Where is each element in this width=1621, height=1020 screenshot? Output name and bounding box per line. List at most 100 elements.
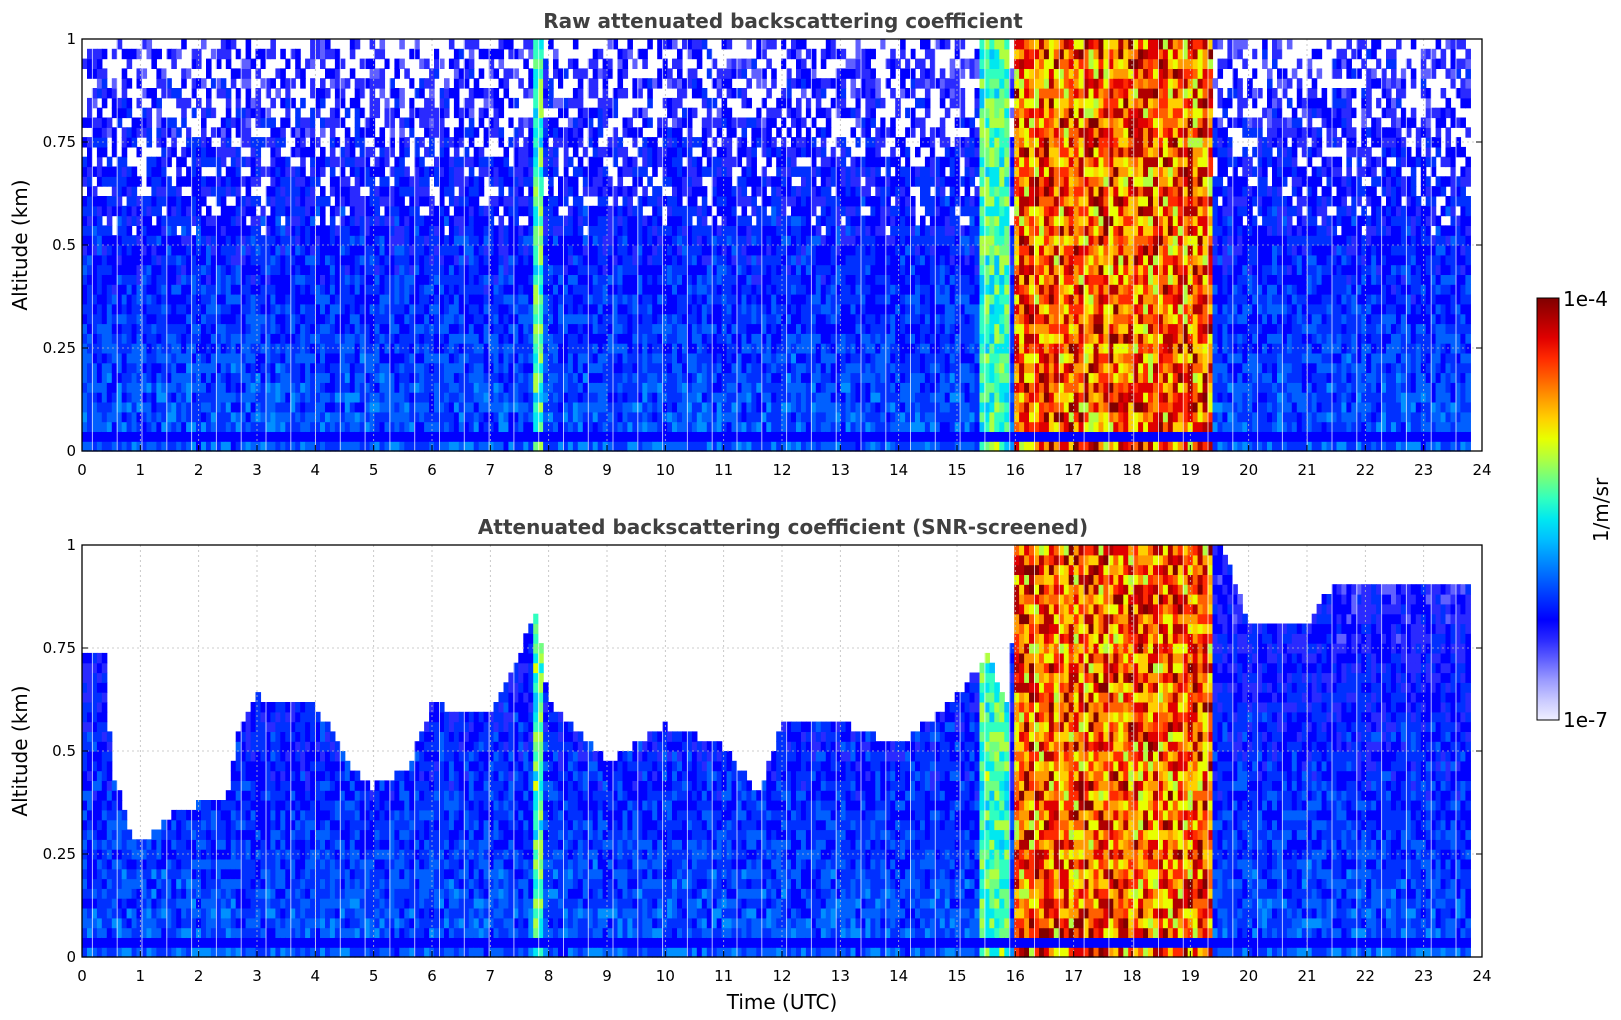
heatmap-cell: [354, 39, 361, 50]
heatmap-cell: [617, 431, 624, 442]
heatmap-cell: [196, 146, 202, 158]
heatmap-cell: [136, 68, 143, 79]
heatmap-cell: [677, 274, 683, 285]
heatmap-cell: [374, 156, 381, 168]
heatmap-cell: [637, 441, 643, 452]
heatmap-cell: [538, 225, 544, 236]
heatmap-cell: [434, 245, 440, 256]
heatmap-cell: [225, 97, 232, 109]
heatmap-cell: [300, 264, 306, 276]
heatmap-cell: [369, 58, 376, 70]
heatmap-cell: [275, 166, 281, 177]
heatmap-cell: [419, 78, 425, 89]
heatmap-cell: [245, 176, 252, 187]
heatmap-cell: [245, 245, 252, 256]
heatmap-cell: [424, 78, 430, 89]
heatmap-cell: [285, 225, 291, 236]
heatmap-cell: [419, 117, 425, 128]
heatmap-cell: [439, 441, 445, 452]
heatmap-cell: [329, 146, 336, 158]
heatmap-cell: [612, 343, 619, 354]
heatmap-cell: [325, 264, 331, 276]
heatmap-cell: [701, 88, 708, 99]
heatmap-cell: [96, 166, 103, 177]
heatmap-cell: [379, 196, 386, 207]
heatmap-cell: [245, 68, 252, 79]
heatmap-cell: [478, 411, 485, 423]
heatmap-cell: [503, 176, 510, 187]
heatmap-cell: [558, 245, 564, 256]
heatmap-cell: [434, 156, 440, 168]
heatmap-cell: [225, 313, 232, 325]
heatmap-cell: [225, 274, 232, 285]
heatmap-cell: [657, 343, 663, 354]
heatmap-cell: [334, 97, 341, 109]
heatmap-cell: [186, 97, 192, 109]
heatmap-cell: [558, 362, 564, 374]
heatmap-cell: [716, 323, 723, 334]
heatmap-cell: [101, 97, 108, 109]
heatmap-cell: [290, 166, 296, 177]
heatmap-cell: [716, 411, 723, 423]
heatmap-cell: [151, 313, 157, 325]
heatmap-cell: [736, 303, 743, 315]
heatmap-cell: [96, 107, 103, 119]
heatmap-cell: [275, 441, 281, 452]
heatmap-cell: [483, 137, 490, 148]
heatmap-cell: [632, 402, 638, 413]
heatmap-cell: [637, 402, 643, 413]
heatmap-cell: [741, 225, 748, 236]
heatmap-cell: [741, 235, 748, 246]
heatmap-cell: [280, 166, 286, 177]
heatmap-cell: [419, 156, 425, 168]
heatmap-cell: [270, 254, 276, 266]
heatmap-cell: [305, 352, 311, 364]
heatmap-cell: [429, 402, 435, 413]
heatmap-cell: [201, 284, 207, 295]
heatmap-cell: [359, 362, 366, 374]
heatmap-cell: [91, 225, 98, 236]
heatmap-cell: [419, 245, 425, 256]
heatmap-cell: [419, 352, 425, 364]
heatmap-cell: [493, 441, 500, 452]
heatmap-cell: [448, 382, 455, 393]
heatmap-cell: [548, 186, 554, 197]
heatmap-cell: [617, 372, 624, 383]
heatmap-cell: [548, 431, 554, 442]
heatmap-cell: [364, 431, 371, 442]
heatmap-cell: [285, 264, 291, 276]
heatmap-cell: [736, 254, 743, 266]
heatmap-cell: [617, 392, 624, 403]
heatmap-cell: [458, 313, 465, 325]
heatmap-cell: [572, 411, 579, 423]
heatmap-cell: [721, 431, 728, 442]
heatmap-cell: [136, 215, 143, 227]
heatmap-cell: [582, 421, 589, 433]
heatmap-cell: [305, 362, 311, 374]
heatmap-cell: [389, 235, 395, 246]
heatmap-cell: [310, 245, 316, 256]
heatmap-cell: [662, 362, 668, 374]
heatmap-cell: [270, 39, 276, 50]
heatmap-cell: [657, 274, 663, 285]
heatmap-cell: [677, 264, 683, 276]
heatmap-cell: [696, 431, 703, 442]
heatmap-cell: [424, 313, 430, 325]
heatmap-cell: [101, 68, 108, 79]
heatmap-cell: [260, 362, 267, 374]
heatmap-cell: [374, 274, 381, 285]
heatmap-cell: [627, 441, 633, 452]
heatmap-cell: [320, 225, 326, 236]
heatmap-cell: [637, 382, 643, 393]
heatmap-cell: [448, 235, 455, 246]
heatmap-cell: [701, 245, 708, 256]
heatmap-cell: [414, 274, 420, 285]
heatmap-cell: [513, 303, 519, 315]
heatmap-cell: [260, 392, 267, 403]
heatmap-cell: [434, 411, 440, 423]
heatmap-cell: [310, 402, 316, 413]
heatmap-cell: [553, 156, 559, 168]
heatmap-cell: [384, 284, 391, 295]
heatmap-cell: [761, 313, 767, 325]
heatmap-cell: [176, 352, 182, 364]
